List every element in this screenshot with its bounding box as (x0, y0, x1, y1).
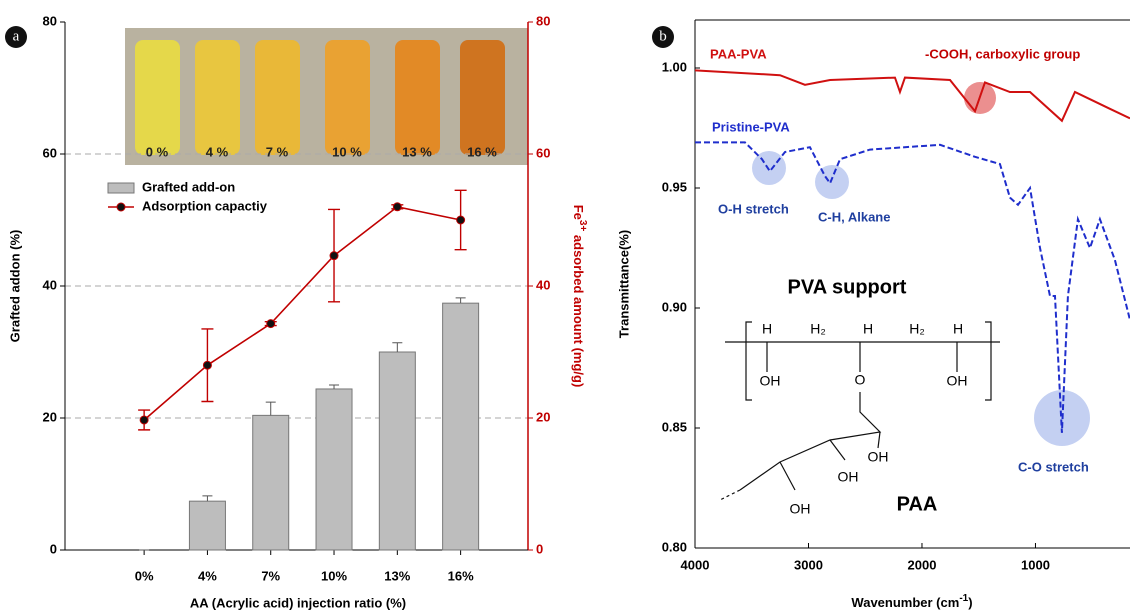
label-part: adsorbed amount (mg/g) (571, 231, 586, 387)
x-tick-label: 4000 (681, 557, 710, 572)
marker (457, 216, 465, 224)
annotation: -COOH, carboxylic group (925, 46, 1080, 61)
structure-label: PAA (897, 493, 938, 515)
y2-tick-label: 0 (536, 541, 543, 556)
y-tick-label: 1.00 (662, 59, 687, 74)
y-tick-label: 0.95 (662, 179, 687, 194)
bar (379, 352, 415, 550)
error-bar (202, 496, 212, 501)
photo-label: 13 % (402, 144, 432, 159)
bar (189, 501, 225, 550)
y-tick-label: 80 (43, 13, 57, 28)
y2-axis-label: Fe3+ adsorbed amount (mg/g) (571, 205, 588, 388)
legend-label: Adsorption capactiy (142, 198, 268, 213)
y-tick-label: 60 (43, 145, 57, 160)
atom-label: O (855, 372, 866, 388)
y2-tick-label: 80 (536, 13, 550, 28)
structure-title: PVA support (788, 276, 907, 298)
photo-label: 0 % (146, 144, 169, 159)
atom-label: H₂ (909, 321, 925, 337)
photo-label: 4 % (206, 144, 229, 159)
marker (140, 416, 148, 424)
x-tick-label: 4% (198, 568, 217, 583)
atom-label: H (953, 321, 963, 337)
y2-tick-label: 60 (536, 145, 550, 160)
annotation: C-H, Alkane (818, 209, 890, 224)
label-part: Wavenumber (cm (851, 595, 959, 610)
y-tick-label: 0.80 (662, 539, 687, 554)
panel-letter: b (659, 28, 667, 44)
x-tick-label: 1000 (1021, 557, 1050, 572)
y-tick-label: 20 (43, 409, 57, 424)
atom-label: H₂ (810, 321, 826, 337)
label-part: Fe (571, 205, 586, 220)
error-bar (392, 343, 402, 352)
x-tick-label: 0% (135, 568, 154, 583)
atom-label: OH (947, 373, 968, 389)
legend-marker (117, 203, 125, 211)
y-tick-label: 40 (43, 277, 57, 292)
photo-label: 10 % (332, 144, 362, 159)
marker (267, 320, 275, 328)
atom-label: H (762, 321, 772, 337)
atom-label: H (863, 321, 873, 337)
photo-label: 7 % (266, 144, 289, 159)
label-part: 3+ (577, 220, 588, 232)
bar (316, 389, 352, 550)
atom-label: OH (838, 469, 859, 485)
y-tick-label: 0 (50, 541, 57, 556)
y-tick-label: 0.90 (662, 299, 687, 314)
series-label: Pristine-PVA (712, 119, 790, 134)
page: {"chart_data": [ {"type": "bar", "panel"… (0, 0, 1130, 615)
photo-label: 16 % (467, 144, 497, 159)
panel-letter: a (13, 28, 20, 44)
x-tick-label: 16% (448, 568, 474, 583)
error-bar (329, 385, 339, 389)
marker (203, 361, 211, 369)
figure: PVA support PAA a 0 20 40 60 80 0 20 40 60 80 0 % 4 … (0, 0, 1130, 615)
series-label: PAA-PVA (710, 46, 767, 61)
spectrum-line (695, 70, 1130, 120)
legend-swatch (108, 183, 134, 193)
error-bar (266, 402, 276, 415)
x-tick-label: 7% (261, 568, 280, 583)
marker (393, 203, 401, 211)
y-tick-label: 0.85 (662, 419, 687, 434)
spectrum-line (695, 142, 1130, 432)
bar (253, 415, 289, 550)
bar (443, 303, 479, 550)
legend-label: Grafted add-on (142, 179, 235, 194)
atom-label: OH (868, 449, 889, 465)
error-bar (456, 298, 466, 303)
y-axis-label: Grafted addon (%) (7, 230, 22, 343)
x-tick-label: 3000 (794, 557, 823, 572)
y2-tick-label: 20 (536, 409, 550, 424)
x-tick-label: 2000 (908, 557, 937, 572)
atom-label: OH (790, 501, 811, 517)
structure (720, 322, 1000, 500)
y2-tick-label: 40 (536, 277, 550, 292)
x-axis-label: AA (Acrylic acid) injection ratio (%) (190, 595, 406, 610)
x-tick-label: 13% (384, 568, 410, 583)
annotation: C-O stretch (1018, 459, 1089, 474)
highlights (752, 82, 1090, 446)
label-part: ) (968, 595, 972, 610)
annotation: O-H stretch (718, 201, 789, 216)
y-axis-label: Transmittance(%) (616, 230, 631, 338)
x-tick-label: 10% (321, 568, 347, 583)
x-axis-label: Wavenumber (cm-1) (851, 593, 972, 610)
atom-label: OH (760, 373, 781, 389)
marker (330, 252, 338, 260)
